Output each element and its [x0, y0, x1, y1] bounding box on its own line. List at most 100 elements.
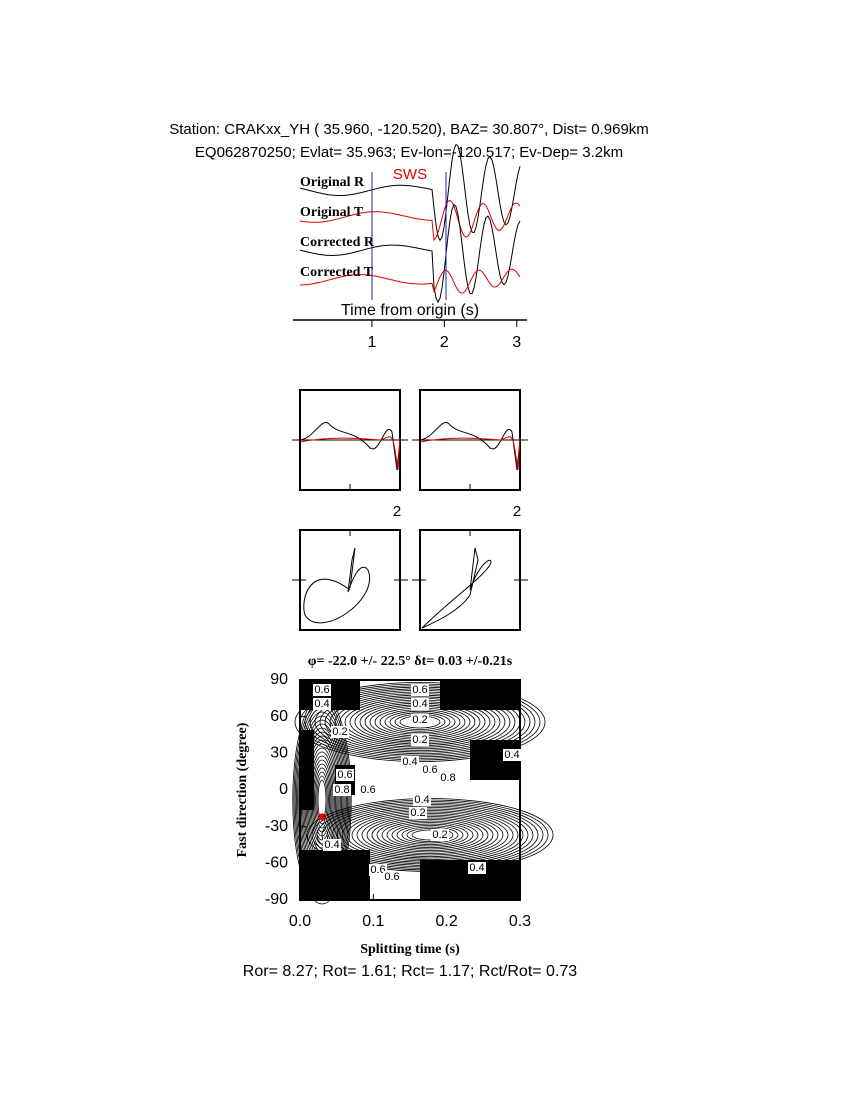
contour-line: [386, 822, 474, 848]
particle-motion: [421, 547, 492, 629]
contour-label: 0.6: [360, 784, 375, 796]
contour-line: [361, 814, 499, 856]
contour-label-bg: [503, 749, 521, 761]
waveforms: [299, 143, 521, 304]
trace: [299, 268, 521, 294]
contour-label: 0.6: [370, 864, 385, 876]
trace-label: Corrected T: [300, 265, 374, 280]
contour-label: 0.6: [412, 684, 427, 696]
contour-label-bg: [333, 784, 351, 796]
chart-title: φ= -22.0 +/- 22.5° δt= 0.03 +/-0.21s: [308, 654, 513, 669]
contour-label-bg: [383, 871, 401, 883]
window-tick-label: 2: [393, 503, 401, 520]
contour-label: 0.4: [469, 862, 484, 874]
x-tick-label: 0.2: [436, 913, 458, 930]
header-line: EQ062870250; Evlat= 35.963; Ev-lon=-120.…: [195, 144, 623, 161]
footer: Ror= 8.27; Rot= 1.61; Rct= 1.17; Rct/Rot…: [243, 963, 578, 980]
x-axis-label: Splitting time (s): [360, 942, 460, 957]
contour-line: [401, 826, 459, 844]
contour-label: 0.6: [384, 871, 399, 883]
y-tick-label: 30: [270, 745, 288, 762]
trace: [419, 436, 521, 471]
trace-label: Original T: [300, 205, 364, 220]
trace: [299, 436, 401, 471]
y-tick-label: 90: [270, 671, 288, 688]
contour-line: [294, 682, 546, 763]
contour-line: [371, 817, 489, 853]
contour-label-bg: [336, 769, 354, 781]
y-axis-label: Fast direction (degree): [235, 722, 250, 857]
trace-label: Corrected R: [300, 235, 375, 250]
sws-label: SWS: [393, 166, 427, 183]
contour-label-bg: [468, 862, 486, 874]
contour-label: 0.8: [334, 784, 349, 796]
contour-line: [316, 775, 328, 825]
trace: [419, 422, 521, 471]
contour-line: [389, 712, 451, 732]
trace: [299, 203, 521, 304]
contour-line: [315, 771, 329, 829]
y-tick-label: 0: [279, 781, 288, 798]
x-tick-label: 0.0: [289, 913, 311, 930]
contour-label-bg: [439, 772, 457, 784]
contour-label-bg: [323, 839, 341, 851]
contour-label-bg: [313, 684, 331, 696]
window-traces: [292, 422, 528, 581]
contour-label-bg: [421, 764, 439, 776]
contour-line: [356, 813, 504, 857]
contour-label-bg: [331, 726, 349, 738]
contour-line: [366, 816, 494, 854]
y-tick-label: 60: [270, 708, 288, 725]
x-axis-label: Time from origin (s): [341, 302, 479, 319]
contour-label: 0.6: [314, 684, 329, 696]
x-tick-label: 3: [512, 334, 521, 351]
contour-label: 0.4: [412, 698, 427, 710]
contour-line: [313, 767, 330, 833]
y-tick-label: -30: [265, 818, 288, 835]
trace: [299, 143, 521, 242]
contour-line: [376, 819, 484, 851]
contour-line: [391, 823, 469, 847]
contour-label: 0.2: [332, 726, 347, 738]
contour-line: [336, 807, 524, 863]
contour-line: [396, 825, 464, 845]
best-fit: [318, 813, 326, 821]
contour-line: [300, 723, 344, 877]
contour-label-bg: [431, 829, 449, 841]
contour-label-bg: [401, 756, 419, 768]
x-tick-label: 0.1: [362, 913, 384, 930]
contour-line: [305, 739, 339, 861]
window-tick-label: 2: [513, 503, 521, 520]
contour-label-bg: [369, 864, 387, 876]
particle-box: [419, 529, 521, 631]
trace: [299, 199, 521, 242]
y-tick-label: -60: [265, 855, 288, 872]
contour-line: [309, 751, 335, 849]
contour-label: 0.4: [414, 794, 429, 806]
contour-label: 0.6: [422, 764, 437, 776]
contour-label: 0.2: [412, 734, 427, 746]
contour-label: 0.2: [410, 807, 425, 819]
contour-line: [307, 747, 336, 853]
contour-line: [406, 828, 454, 842]
y-tick-label: -90: [265, 891, 288, 908]
contour-label-bg: [313, 698, 331, 710]
contour-label-bg: [411, 684, 429, 696]
contour-line: [304, 735, 340, 865]
contour-label-bg: [411, 714, 429, 726]
contour-label-bg: [413, 794, 431, 806]
contour-line: [339, 696, 501, 748]
contour-label: 0.2: [432, 829, 447, 841]
contour-label-bg: [359, 784, 377, 796]
contour-line: [351, 811, 509, 859]
x-tick-label: 2: [440, 334, 449, 351]
trace-label: Original R: [300, 175, 365, 190]
contour-line: [384, 710, 456, 734]
header-line: Station: CRAKxx_YH ( 35.960, -120.520), …: [169, 121, 649, 138]
particle-motion: [303, 547, 371, 624]
contour-label-bg: [409, 807, 427, 819]
contour-line: [298, 715, 346, 885]
contour-line: [297, 711, 347, 889]
x-tick-label: 1: [367, 334, 376, 351]
